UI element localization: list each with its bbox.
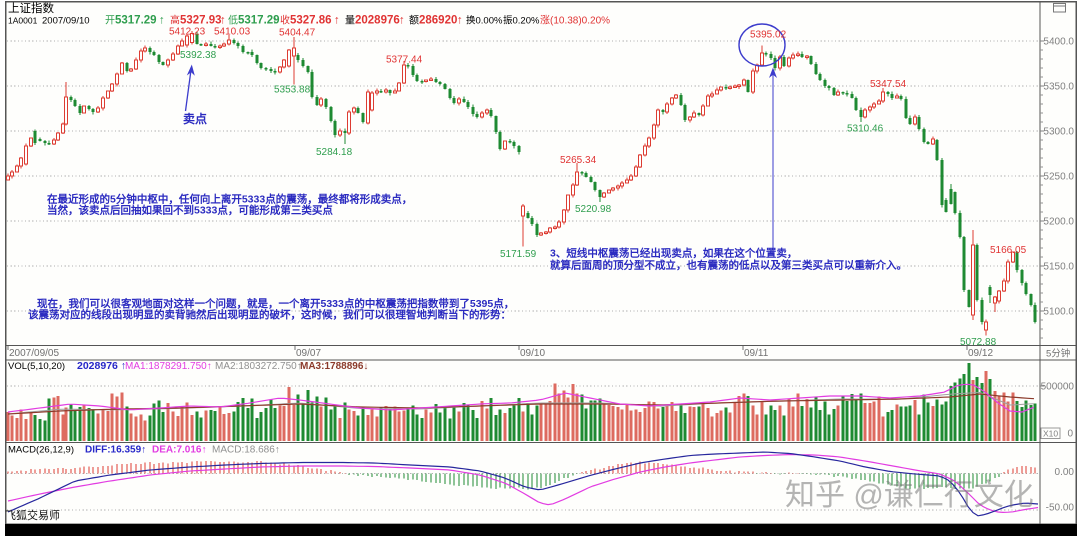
svg-text:MA2:1803272.750↑: MA2:1803272.750↑ [215, 361, 302, 372]
svg-text:5265.34: 5265.34 [560, 155, 597, 166]
svg-text:换0.00%: 换0.00% [466, 15, 503, 27]
svg-text:MA1:1878291.750↑: MA1:1878291.750↑ [125, 361, 212, 372]
svg-text:↑: ↑ [159, 15, 165, 27]
svg-text:量: 量 [345, 15, 355, 27]
svg-text:0: 0 [1067, 429, 1073, 440]
svg-text:09/12: 09/12 [968, 348, 993, 359]
svg-text:↑: ↑ [220, 15, 226, 27]
svg-text:就算后面周的顶分型不成立，也有震荡的低点以及第三类买点可以重: 就算后面周的顶分型不成立，也有震荡的低点以及第三类买点可以重新介入。 [550, 259, 907, 272]
svg-text:↑: ↑ [272, 15, 278, 27]
svg-text:5150.0: 5150.0 [1043, 262, 1074, 273]
svg-text:低: 低 [228, 14, 238, 27]
svg-text:5300.0: 5300.0 [1043, 127, 1074, 138]
svg-text:5377.44: 5377.44 [386, 55, 423, 66]
svg-text:MACD:18.686↑: MACD:18.686↑ [212, 445, 280, 456]
svg-text:5404.47: 5404.47 [279, 28, 316, 39]
svg-text:1A0001: 1A0001 [8, 16, 38, 26]
svg-text:5410.03: 5410.03 [214, 27, 251, 38]
svg-text:VOL(5,10,20): VOL(5,10,20) [8, 361, 65, 372]
svg-text:↑: ↑ [334, 15, 340, 27]
svg-text:3、短线中枢震荡已经出现卖点，如果在这个位置卖，: 3、短线中枢震荡已经出现卖点，如果在这个位置卖， [550, 247, 797, 260]
svg-text:DEA:7.016↑: DEA:7.016↑ [152, 445, 206, 456]
svg-text:5分钟: 5分钟 [1046, 348, 1070, 360]
svg-text:09/10: 09/10 [520, 348, 545, 359]
svg-text:该震荡对应的线段出现明显的卖背驰然后出现明显的破坏，这时候，: 该震荡对应的线段出现明显的卖背驰然后出现明显的破坏，这时候，我们可以很理智地判断… [28, 308, 511, 321]
svg-text:2028976: 2028976 [355, 15, 400, 27]
svg-text:2007/09/05: 2007/09/05 [9, 348, 59, 359]
svg-text:DIFF:16.359↑: DIFF:16.359↑ [85, 445, 146, 456]
svg-text:500000: 500000 [1041, 382, 1075, 393]
svg-text:收: 收 [280, 14, 290, 27]
svg-text:5220.98: 5220.98 [575, 204, 612, 215]
svg-text:0.00: 0.00 [1055, 467, 1075, 478]
svg-text:5317.29: 5317.29 [115, 15, 157, 27]
svg-text:5171.59: 5171.59 [500, 249, 537, 260]
svg-text:飞狐交易师: 飞狐交易师 [5, 508, 60, 522]
svg-text:5166.05: 5166.05 [990, 245, 1027, 256]
svg-text:5327.93: 5327.93 [180, 15, 222, 27]
svg-text:5412.23: 5412.23 [169, 27, 206, 38]
svg-text:高: 高 [170, 14, 180, 27]
svg-text:↑: ↑ [399, 15, 405, 27]
svg-text:上证指数: 上证指数 [8, 1, 54, 15]
svg-text:MACD(26,12,9): MACD(26,12,9) [8, 445, 74, 456]
svg-text:↑: ↑ [457, 15, 463, 27]
svg-text:2007/09/10: 2007/09/10 [42, 16, 90, 27]
svg-text:09/07: 09/07 [296, 348, 321, 359]
svg-text:涨(10.38)0.20%: 涨(10.38)0.20% [540, 15, 610, 27]
svg-text:振0.20%: 振0.20% [503, 15, 540, 27]
svg-text:286920: 286920 [419, 15, 457, 27]
svg-text:09/11: 09/11 [744, 348, 769, 359]
svg-text:MA3:1788896↓: MA3:1788896↓ [300, 361, 368, 372]
svg-text:5395.02: 5395.02 [750, 30, 787, 41]
svg-text:5200.0: 5200.0 [1043, 217, 1074, 228]
svg-text:5327.86: 5327.86 [290, 15, 332, 27]
svg-text:5310.46: 5310.46 [847, 124, 884, 135]
svg-text:在最近形成的5分钟中枢中，任何向上离开5333点的震荡，最终: 在最近形成的5分钟中枢中，任何向上离开5333点的震荡，最终都将形成卖点， [47, 193, 412, 206]
svg-text:开: 开 [105, 16, 115, 27]
svg-text:知乎 @谦仁行文化: 知乎 @谦仁行文化 [785, 479, 1034, 512]
svg-text:卖点: 卖点 [183, 111, 207, 126]
svg-text:5100.0: 5100.0 [1043, 307, 1074, 318]
svg-text:X10: X10 [1043, 429, 1058, 439]
svg-text:5317.29: 5317.29 [238, 15, 280, 27]
svg-text:当然，该卖点后回抽如果回不到5333点，可能形成第三类买点: 当然，该卖点后回抽如果回不到5333点，可能形成第三类买点 [47, 204, 333, 217]
svg-text:现在，我们可以很客观地面对这样一个问题，就是，一个离开533: 现在，我们可以很客观地面对这样一个问题，就是，一个离开5333点的中枢震荡把指数… [37, 297, 514, 310]
svg-text:5400.0: 5400.0 [1043, 37, 1074, 48]
svg-text:5284.18: 5284.18 [316, 147, 353, 158]
svg-text:5072.88: 5072.88 [960, 337, 997, 348]
svg-text:5350.0: 5350.0 [1043, 82, 1074, 93]
svg-text:5353.88: 5353.88 [274, 85, 311, 96]
svg-text:5392.38: 5392.38 [180, 50, 217, 61]
svg-text:额: 额 [409, 14, 419, 27]
svg-text:5347.54: 5347.54 [870, 79, 907, 90]
svg-text:2028976 ↑: 2028976 ↑ [77, 360, 126, 372]
svg-text:5250.0: 5250.0 [1043, 172, 1074, 183]
svg-text:-50.00: -50.00 [1046, 503, 1075, 514]
